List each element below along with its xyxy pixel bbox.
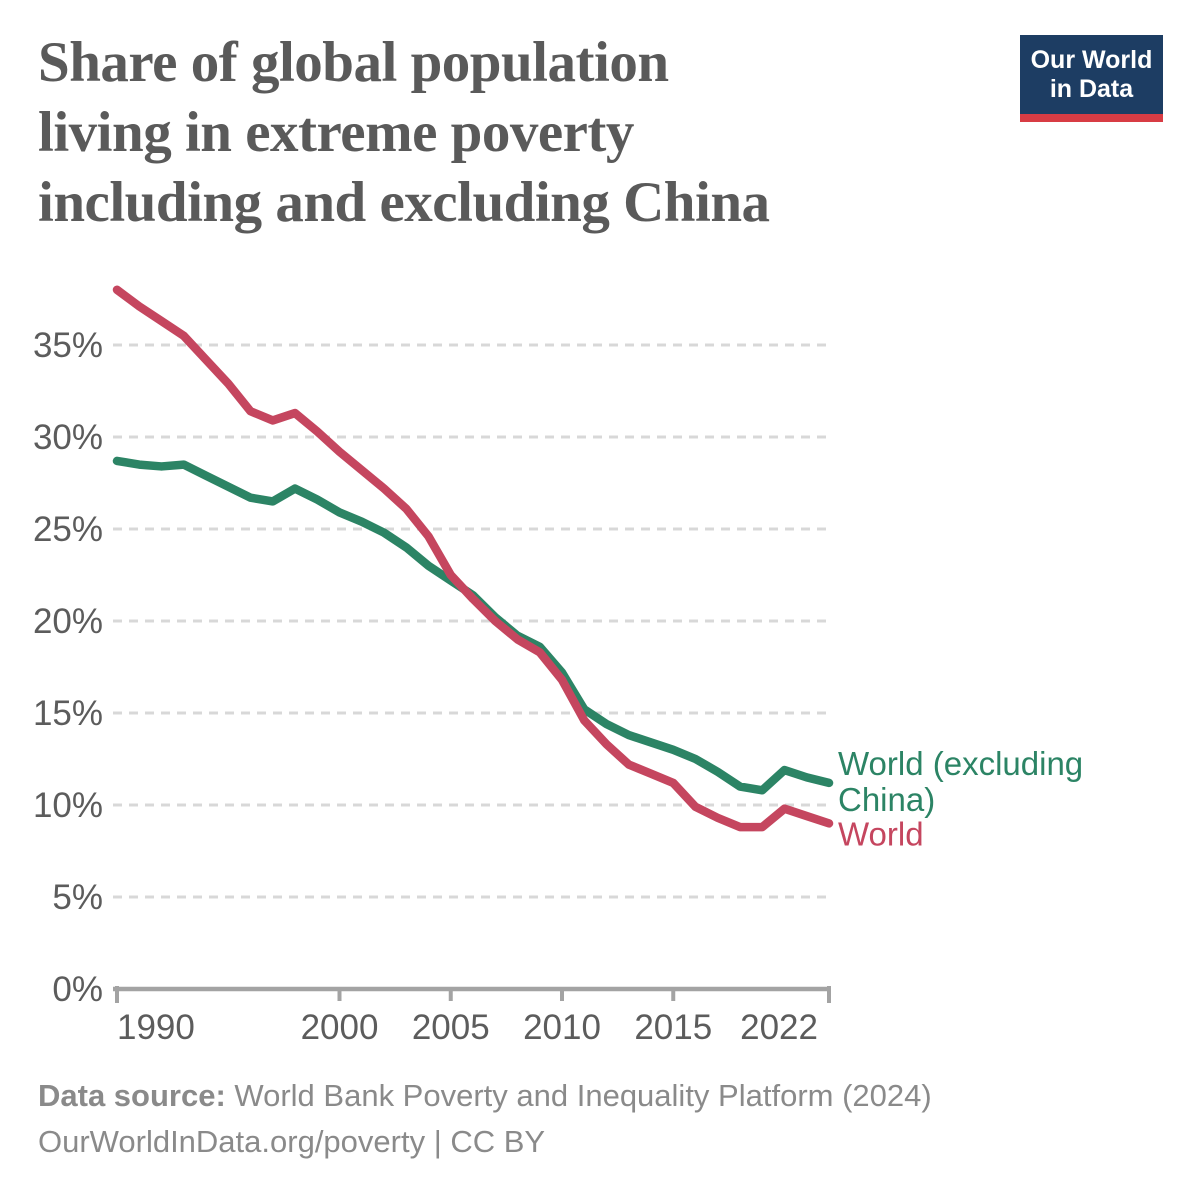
- y-tick-label-20: 20%: [33, 602, 103, 641]
- data-source-text: World Bank Poverty and Inequality Platfo…: [225, 1078, 932, 1113]
- y-axis-labels-group: 0% 5% 10% 15% 20% 25% 30% 35%: [33, 326, 103, 1009]
- y-tick-label-25: 25%: [33, 510, 103, 549]
- owid-logo-background: [1020, 35, 1163, 122]
- footer-url-line: OurWorldInData.org/poverty | CC BY: [38, 1124, 546, 1159]
- owid-logo: Our World in Data: [1020, 35, 1163, 122]
- x-axis-labels-group: 1990 2000 2005 2010 2015 2022: [117, 1008, 818, 1047]
- owid-logo-text: Our World in Data: [1030, 45, 1153, 103]
- series-label-world-excluding-china-line2: China): [838, 781, 935, 818]
- x-tick-label-2005: 2005: [412, 1008, 490, 1047]
- footer-source-line: Data source: World Bank Poverty and Ineq…: [38, 1073, 1158, 1119]
- y-tick-label-0: 0%: [52, 970, 103, 1009]
- y-tick-label-30: 30%: [33, 418, 103, 457]
- gridlines-group: [113, 343, 827, 899]
- data-source-label: Data source:: [38, 1078, 226, 1113]
- y-tick-label-35: 35%: [33, 326, 103, 365]
- owid-logo-red-bar: [1020, 114, 1163, 122]
- chart-footer: Data source: World Bank Poverty and Ineq…: [38, 1073, 1158, 1165]
- x-tick-label-1990: 1990: [117, 1008, 195, 1047]
- series-line-world-excluding-china: [112, 456, 834, 795]
- y-tick-label-5: 5%: [52, 878, 103, 917]
- x-tick-label-2022: 2022: [740, 1008, 818, 1047]
- y-tick-label-10: 10%: [33, 786, 103, 825]
- series-label-world-line1: World: [838, 815, 924, 852]
- x-tick-label-2010: 2010: [523, 1008, 601, 1047]
- x-tick-label-2015: 2015: [634, 1008, 712, 1047]
- series-lines-group: [112, 285, 834, 832]
- x-axis-group: [113, 986, 831, 1003]
- series-line-world: [112, 285, 834, 832]
- x-tick-label-2000: 2000: [301, 1008, 379, 1047]
- chart-title: Share of global population living in ext…: [38, 31, 770, 234]
- y-tick-label-15: 15%: [33, 694, 103, 733]
- series-label-world-excluding-china-line1: World (excluding: [838, 745, 1083, 782]
